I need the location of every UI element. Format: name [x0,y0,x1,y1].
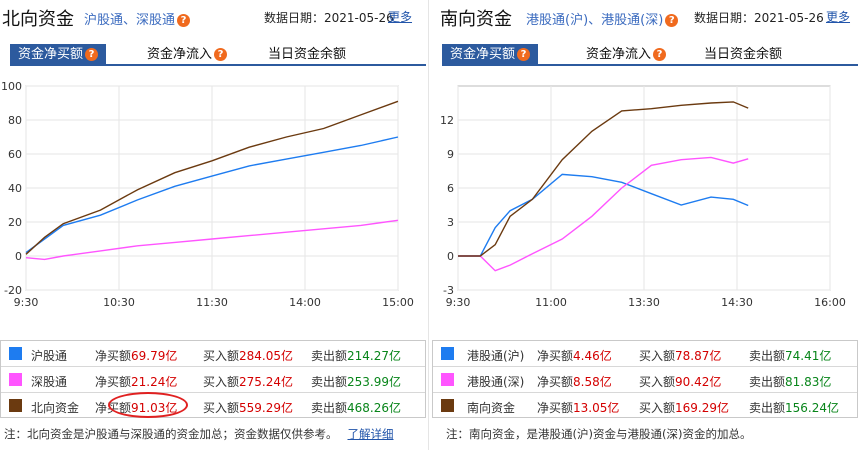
data-date: 数据日期：2021-05-26 [694,11,824,25]
tab-net-buy[interactable]: 资金净买额? [442,44,539,66]
legend-row: 南向资金 净买额13.05亿 买入额169.29亿 卖出额156.24亿 [433,393,857,419]
buy-amount: 买入额559.29亿 [203,401,294,415]
tab-net-inflow[interactable]: 资金净流入? [586,44,667,66]
series-swatch [9,347,22,360]
tab-bar: 资金净买额? 资金净流入? 当日资金余额 [442,44,858,66]
legend-row: 北向资金 净买额91.03亿 买入额559.29亿 卖出额468.26亿 [1,393,425,419]
tab-balance[interactable]: 当日资金余额 [268,47,347,62]
more-link[interactable]: 更多 [826,10,851,24]
legend-row: 港股通(深) 净买额8.58亿 买入额90.42亿 卖出额81.83亿 [433,367,857,393]
northbound-panel: 北向资金 沪股通、深股通? 数据日期：2021-05-26 更多 资金净买额? … [0,0,426,450]
buy-amount: 买入额90.42亿 [639,375,722,389]
tab-bar: 资金净买额? 资金净流入? 当日资金余额 [10,44,426,66]
buy-amount: 买入额78.87亿 [639,349,722,363]
net-buy: 净买额21.24亿 [95,375,178,389]
legend-table: 沪股通 净买额69.79亿 买入额284.05亿 卖出额214.27亿 深股通 … [0,340,426,418]
y-tick-label: 80 [8,114,22,127]
series-line [25,100,399,255]
buy-amount: 买入额275.24亿 [203,375,294,389]
y-tick-label: -20 [4,284,22,297]
panel-subtitle: 沪股通、深股通? [84,9,191,28]
series-name: 港股通(沪) [467,349,525,363]
sell-amount: 卖出额74.41亿 [749,349,832,363]
help-icon[interactable]: ? [517,48,531,61]
buy-amount: 买入额284.05亿 [203,349,294,363]
series-line [458,156,749,272]
net-buy: 净买额8.58亿 [537,375,612,389]
sell-amount: 卖出额253.99亿 [311,375,402,389]
help-icon[interactable]: ? [177,14,191,27]
y-tick-label: 3 [447,216,454,229]
tab-net-buy[interactable]: 资金净买额? [10,44,107,66]
series-line [25,136,399,254]
x-tick-label: 10:30 [103,296,135,309]
y-tick-label: 0 [15,250,22,263]
x-tick-label: 14:30 [721,296,753,309]
series-swatch [441,373,454,386]
series-swatch [441,399,454,412]
series-name: 北向资金 [31,401,80,415]
panel-divider [428,0,429,450]
panel-subtitle: 港股通(沪)、港股通(深)? [526,9,679,28]
sell-amount: 卖出额156.24亿 [749,401,840,415]
x-tick-label: 15:00 [382,296,414,309]
northbound-chart: -20 0 20 40 60 80 100 9:30 10:30 11:30 14:00 15:00 [1,80,414,309]
legend-table: 港股通(沪) 净买额4.46亿 买入额78.87亿 卖出额74.41亿 港股通(… [432,340,858,418]
panel-header: 北向资金 沪股通、深股通? 数据日期：2021-05-26 更多 [0,0,426,34]
y-tick-label: 6 [447,182,454,195]
x-tick-label: 16:00 [814,296,846,309]
x-tick-label: 11:30 [196,296,228,309]
tab-balance[interactable]: 当日资金余额 [704,47,783,62]
series-line [458,101,749,257]
panel-header: 南向资金 港股通(沪)、港股通(深)? 数据日期：2021-05-26 更多 [432,0,858,34]
series-swatch [441,347,454,360]
series-name: 深股通 [31,375,68,389]
y-tick-label: 60 [8,148,22,161]
buy-amount: 买入额169.29亿 [639,401,730,415]
more-link[interactable]: 更多 [388,10,413,24]
footnote: 注：南向资金，是港股通(沪)资金与港股通(深)资金的加总。 [446,427,752,441]
y-tick-label: 40 [8,182,22,195]
y-tick-label: 20 [8,216,22,229]
net-buy: 净买额13.05亿 [537,401,620,415]
legend-row: 港股通(沪) 净买额4.46亿 买入额78.87亿 卖出额74.41亿 [433,341,857,367]
y-tick-label: 0 [447,250,454,263]
highlight-circle [108,392,188,418]
help-icon[interactable]: ? [653,48,667,61]
help-icon[interactable]: ? [214,48,228,61]
x-tick-label: 11:00 [535,296,567,309]
x-tick-label: 13:30 [628,296,660,309]
sell-amount: 卖出额468.26亿 [311,401,402,415]
panel-title: 南向资金 [440,9,512,30]
y-tick-label: -3 [443,284,454,297]
net-buy: 净买额69.79亿 [95,349,178,363]
data-date: 数据日期：2021-05-26 [264,11,394,25]
series-swatch [9,373,22,386]
series-line [25,219,399,261]
southbound-chart: -3 0 3 6 9 12 9:30 11:00 13:30 14:30 16:00 [440,85,846,309]
sell-amount: 卖出额81.83亿 [749,375,832,389]
panel-title: 北向资金 [2,9,74,30]
y-tick-label: 100 [1,80,22,93]
tab-net-inflow[interactable]: 资金净流入? [147,44,228,66]
footnote: 注：北向资金是沪股通与深股通的资金加总；资金数据仅供参考。 了解详细 [4,427,394,441]
y-tick-label: 12 [440,114,454,127]
series-name: 南向资金 [467,401,516,415]
series-name: 沪股通 [31,349,68,363]
learn-more-link[interactable]: 了解详细 [347,427,394,441]
net-buy: 净买额4.46亿 [537,349,612,363]
x-tick-label: 14:00 [289,296,321,309]
series-name: 港股通(深) [467,375,525,389]
series-line [458,173,749,257]
sell-amount: 卖出额214.27亿 [311,349,402,363]
help-icon[interactable]: ? [85,48,99,61]
help-icon[interactable]: ? [665,14,679,27]
legend-row: 深股通 净买额21.24亿 买入额275.24亿 卖出额253.99亿 [1,367,425,393]
x-tick-label: 9:30 [446,296,471,309]
legend-row: 沪股通 净买额69.79亿 买入额284.05亿 卖出额214.27亿 [1,341,425,367]
y-tick-label: 9 [447,148,454,161]
series-swatch [9,399,22,412]
x-tick-label: 9:30 [14,296,39,309]
southbound-panel: 南向资金 港股通(沪)、港股通(深)? 数据日期：2021-05-26 更多 资… [432,0,858,450]
